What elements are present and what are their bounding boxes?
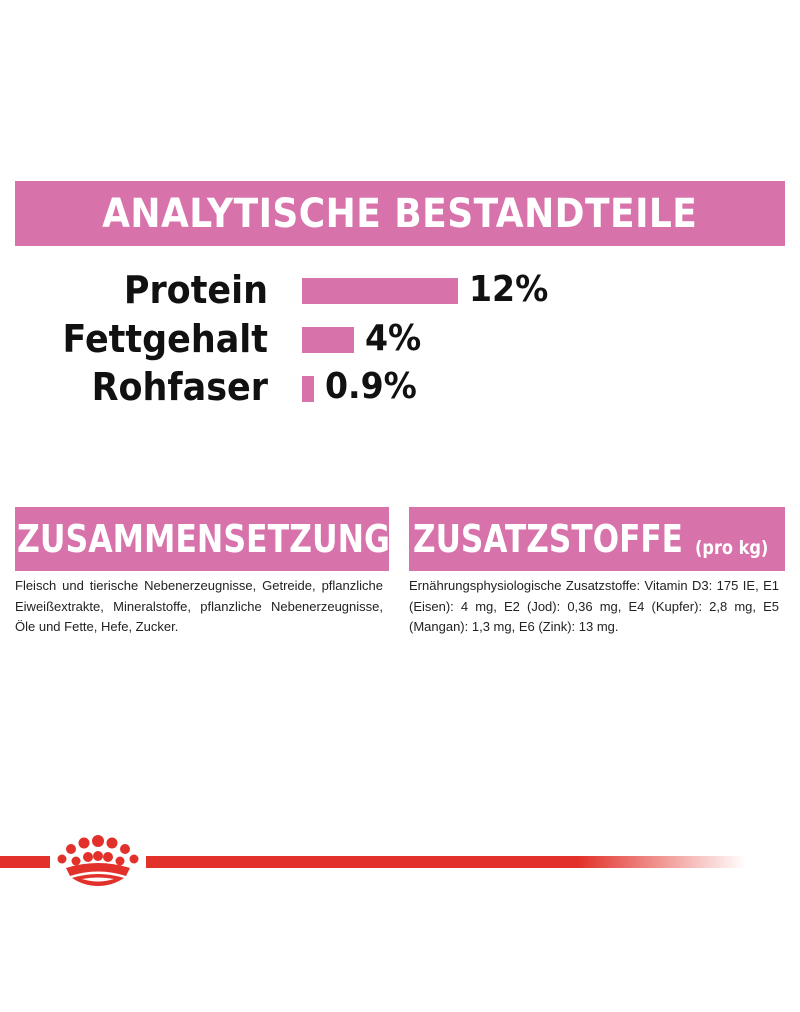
nutrient-label-protein: Protein [123,268,268,312]
composition-header: ZUSAMMENSETZUNG [15,507,389,571]
additives-subtitle: (pro kg) [695,537,769,559]
composition-text: Fleisch und tierische Nebenerzeugnisse, … [15,578,383,634]
composition-title: ZUSAMMENSETZUNG [17,517,389,561]
nutrient-value-protein: 12% [469,269,549,310]
additives-title: ZUSATZSTOFFE [413,517,683,561]
nutrient-value-fat: 4% [365,318,422,359]
nutrient-value-fiber: 0.9% [324,366,417,407]
nutrient-bar-protein [302,278,458,304]
nutrient-bar-fiber [302,376,314,402]
royal-crown-icon [57,835,139,886]
additives-text: Ernährungsphysiologische Zusatzstoffe: V… [409,578,779,634]
nutrient-label-fiber: Rohfaser [91,365,269,409]
analytical-header-title: ANALYTISCHE BESTANDTEILE [102,190,698,237]
footer-line-left [0,856,50,868]
nutrient-bar-fat [302,327,354,353]
additives-header: ZUSATZSTOFFE (pro kg) [409,507,785,571]
nutrient-label-fat: Fettgehalt [62,317,269,361]
analytical-header-banner: ANALYTISCHE BESTANDTEILE [15,181,785,246]
footer-line-right [146,856,746,868]
